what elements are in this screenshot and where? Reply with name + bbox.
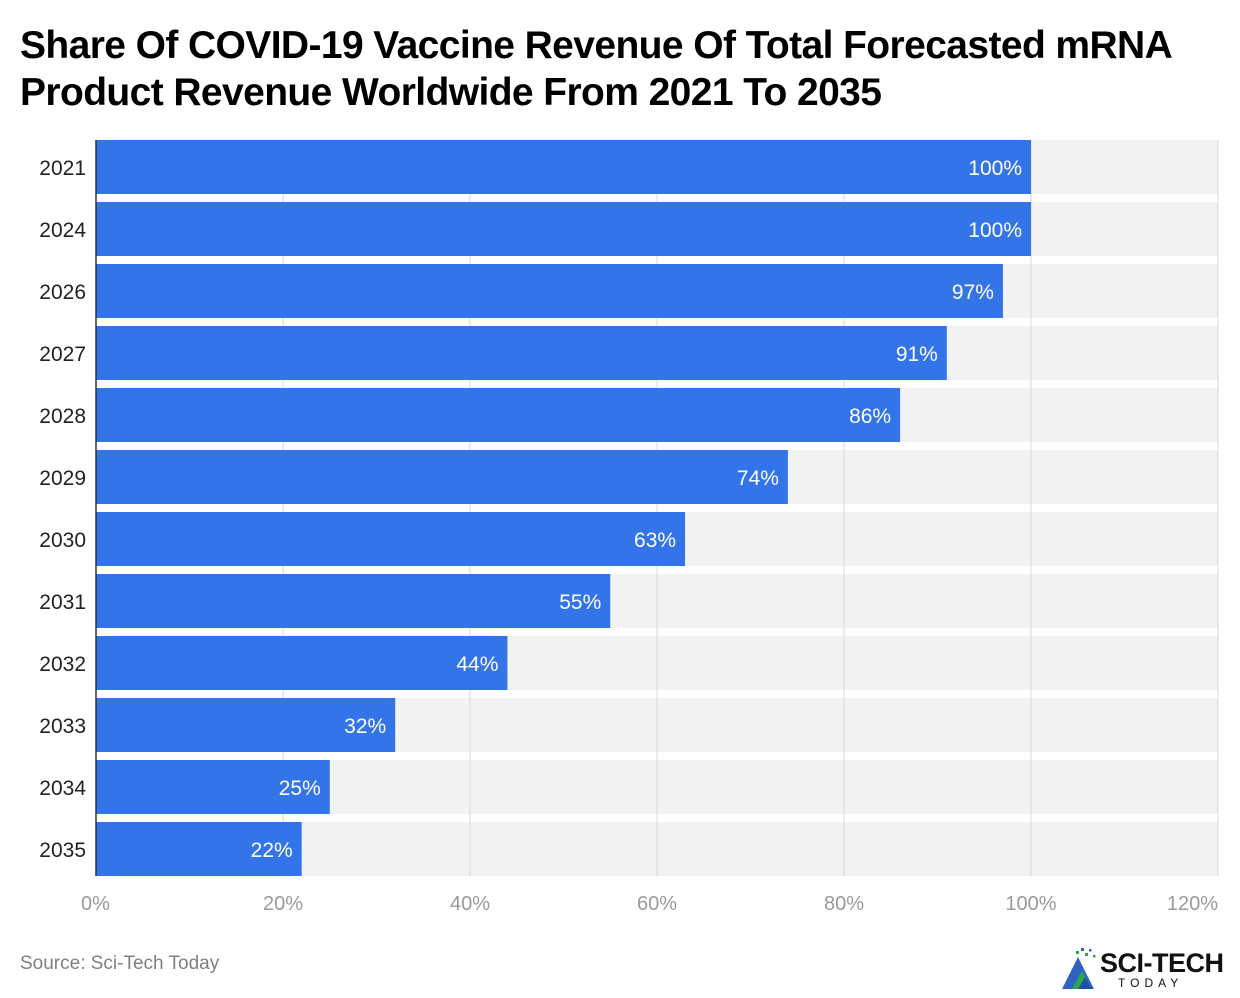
category-label: 2027: [39, 343, 86, 366]
bar: [96, 264, 1003, 318]
data-label: 22%: [251, 839, 293, 862]
category-label: 2031: [39, 591, 86, 614]
bar: [96, 202, 1031, 256]
category-label: 2030: [39, 529, 86, 552]
data-label: 55%: [559, 591, 601, 614]
data-label: 100%: [968, 157, 1022, 180]
bar: [96, 388, 901, 442]
data-label: 74%: [737, 467, 779, 490]
category-label: 2032: [39, 653, 86, 676]
category-label: 2026: [39, 281, 86, 304]
data-label: 25%: [279, 777, 321, 800]
x-tick-label: 0%: [81, 893, 110, 915]
bar: [96, 450, 788, 504]
data-label: 32%: [344, 715, 386, 738]
x-tick-label: 100%: [1005, 893, 1056, 915]
category-label: 2035: [39, 839, 86, 862]
bar: [96, 140, 1031, 194]
category-label: 2024: [39, 219, 86, 242]
bar: [96, 512, 686, 566]
data-label: 100%: [968, 219, 1022, 242]
x-tick-label: 60%: [637, 893, 677, 915]
category-label: 2033: [39, 715, 86, 738]
bar-chart: 2021 100% 2024 100% 2026 97% 2027 91% 2028 86% 202…: [39, 140, 1219, 915]
category-label: 2029: [39, 467, 86, 490]
x-tick-label: 120%: [1167, 893, 1218, 915]
x-tick-label: 20%: [263, 893, 303, 915]
logo-brand-subtext: TODAY: [1118, 976, 1184, 990]
data-label: 97%: [952, 281, 994, 304]
x-tick-label: 80%: [824, 893, 864, 915]
bar: [96, 636, 508, 690]
bar: [96, 822, 302, 876]
bar: [96, 760, 330, 814]
data-label: 63%: [634, 529, 676, 552]
bar: [96, 574, 611, 628]
chart-title: Share Of COVID-19 Vaccine Revenue Of Tot…: [20, 24, 1171, 114]
bar: [96, 326, 947, 380]
bar: [96, 698, 396, 752]
data-label: 91%: [896, 343, 938, 366]
sci-tech-mountain-logo-icon: [1062, 948, 1096, 989]
logo-brand-text: SCI-TECH: [1100, 948, 1224, 978]
data-label: 44%: [456, 653, 498, 676]
category-label: 2021: [39, 157, 86, 180]
category-label: 2034: [39, 777, 86, 800]
data-label: 86%: [849, 405, 891, 428]
x-tick-label: 40%: [450, 893, 490, 915]
category-label: 2028: [39, 405, 86, 428]
source-note: Source: Sci-Tech Today: [20, 953, 220, 974]
sci-tech-logo: SCI-TECH TODAY: [1058, 945, 1234, 993]
